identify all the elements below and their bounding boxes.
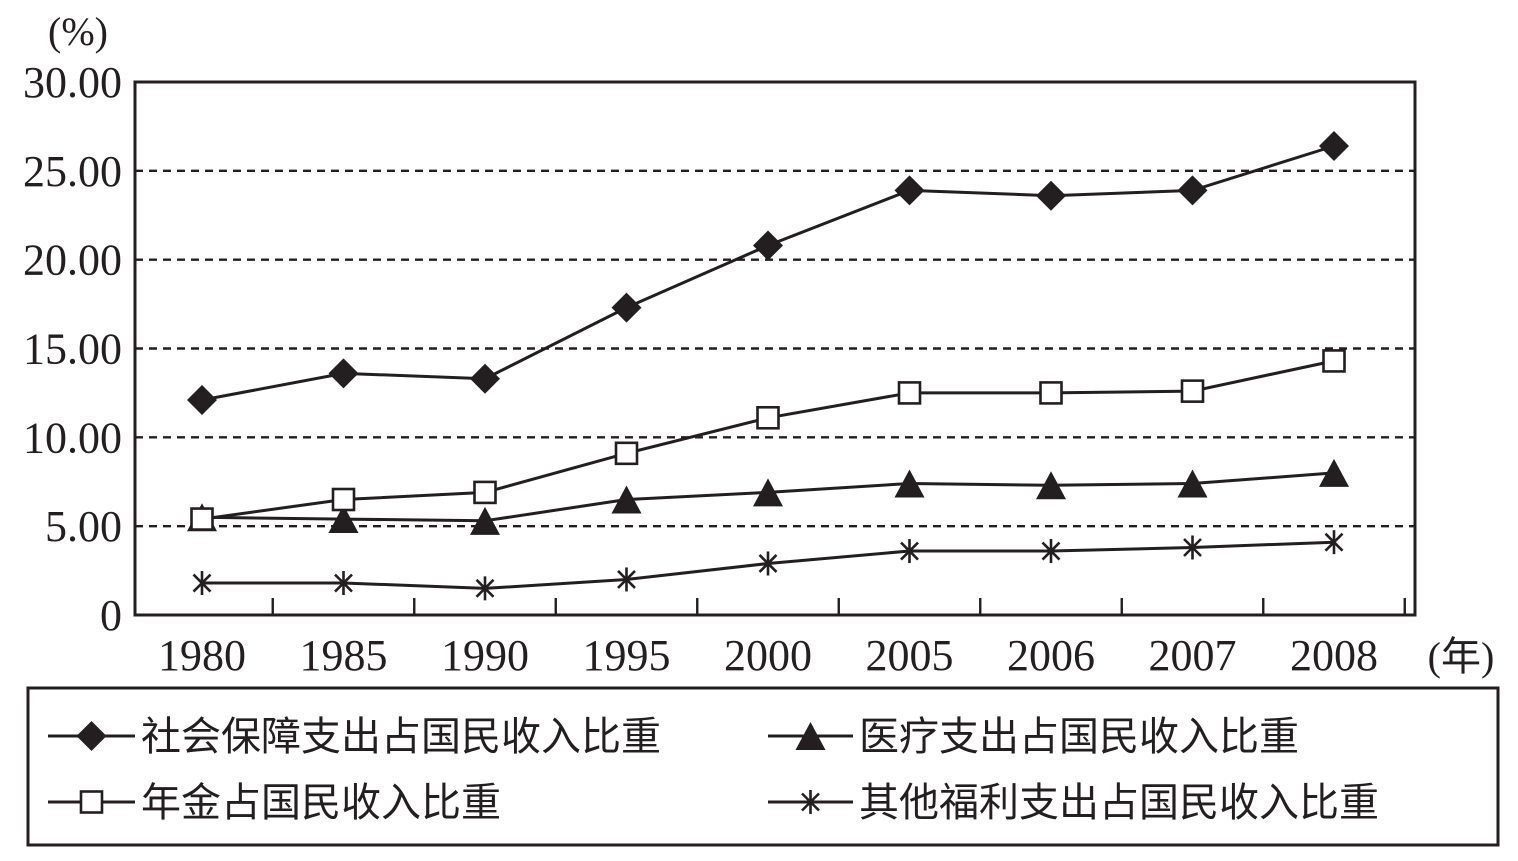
data-point-social-security	[753, 230, 783, 261]
data-point-medical	[611, 485, 642, 514]
data-point-medical	[328, 505, 359, 534]
legend-box	[26, 686, 1500, 847]
data-point-medical	[470, 506, 500, 535]
data-point-pension	[1039, 381, 1063, 405]
data-point-medical	[1036, 471, 1066, 500]
data-point-social-security	[1177, 175, 1208, 206]
series-line-social-security	[201, 144, 1335, 402]
legend-label: 年金占国民收入比重	[141, 780, 501, 825]
x-unit-label: (年)	[1428, 634, 1495, 679]
x-tick-label: 2000	[724, 631, 812, 680]
x-tick-label: 2008	[1290, 631, 1378, 680]
data-point-pension	[190, 507, 214, 531]
legend-label: 其他福利支出占国民收入比重	[859, 780, 1379, 825]
legend-marker-medical	[795, 722, 826, 750]
series-group	[187, 130, 1349, 601]
legend-marker-other-welfare	[801, 790, 820, 814]
x-tick-label: 1995	[583, 631, 671, 680]
data-point-other-welfare	[334, 571, 353, 596]
series-pension	[190, 349, 1346, 531]
data-point-other-welfare	[475, 576, 495, 601]
y-tick-label: 20.00	[23, 236, 122, 285]
series-other-welfare	[192, 530, 1344, 601]
y-tick-label: 0	[100, 591, 122, 640]
x-tick-label: 1985	[300, 631, 388, 680]
series-social-security	[187, 130, 1349, 416]
data-point-pension	[331, 487, 356, 512]
legend-label: 社会保障支出占国民收入比重	[141, 714, 661, 759]
y-tick-label: 15.00	[23, 325, 122, 374]
data-point-social-security	[470, 363, 500, 394]
data-point-social-security	[611, 292, 642, 323]
data-point-medical	[753, 478, 783, 507]
x-axis: 1980 1985 1990 1995 2000 2005 2006 2007 2008	[158, 598, 1406, 680]
y-tick-label: 5.00	[45, 502, 122, 551]
data-point-social-security	[328, 358, 359, 389]
data-point-medical	[1319, 458, 1349, 487]
x-tick-label: 2005	[866, 631, 954, 680]
legend-label: 医疗支出占国民收入比重	[859, 714, 1299, 759]
data-point-social-security	[187, 385, 217, 416]
data-point-pension	[473, 480, 497, 505]
legend-item-other-welfare: 其他福利支出占国民收入比重	[768, 780, 1379, 825]
legend-item-medical: 医疗支出占国民收入比重	[768, 714, 1299, 759]
data-point-other-welfare	[1183, 535, 1202, 560]
y-axis: 0 5.00 10.00 15.00 20.00 25.00 30.00	[23, 58, 122, 640]
legend-marker-pension	[79, 790, 104, 814]
x-tick-label: 2006	[1007, 631, 1095, 680]
data-point-pension	[1180, 379, 1205, 403]
x-tick-label: 1990	[441, 631, 529, 680]
y-tick-label: 10.00	[23, 413, 122, 462]
data-point-medical	[894, 469, 925, 498]
data-point-other-welfare	[900, 539, 919, 564]
data-point-other-welfare	[617, 567, 636, 592]
plot-frame	[133, 80, 1417, 617]
y-tick-label: 30.00	[23, 58, 122, 107]
data-point-other-welfare	[192, 571, 212, 596]
x-tick-label: 2007	[1149, 631, 1237, 680]
data-point-medical	[1177, 469, 1208, 498]
legend-item-social-security: 社会保障支出占国民收入比重	[48, 714, 661, 759]
data-point-other-welfare	[758, 551, 778, 576]
data-point-pension	[897, 381, 922, 405]
data-point-social-security	[1036, 180, 1066, 211]
data-point-social-security	[1319, 130, 1349, 161]
data-point-other-welfare	[1324, 530, 1344, 555]
data-point-pension	[1322, 349, 1346, 373]
legend-marker-social-security	[76, 721, 107, 751]
series-medical	[187, 458, 1349, 535]
data-point-social-security	[894, 175, 925, 206]
gridlines	[135, 169, 1415, 528]
y-unit-label: (%)	[48, 9, 108, 54]
data-point-other-welfare	[1041, 539, 1061, 564]
data-point-pension	[756, 405, 780, 430]
y-tick-label: 25.00	[23, 147, 122, 196]
data-point-pension	[614, 441, 639, 466]
legend-item-pension: 年金占国民收入比重	[48, 780, 501, 825]
x-tick-label: 1980	[158, 631, 246, 680]
